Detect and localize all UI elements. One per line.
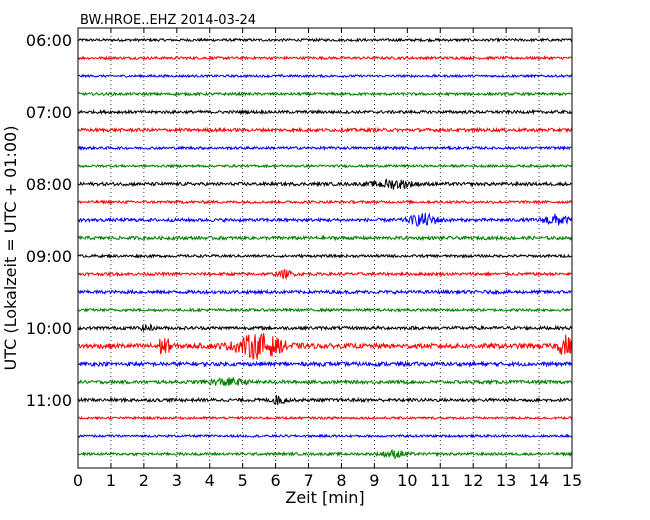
plot-frame — [77, 27, 573, 469]
x-tick-label: 3 — [172, 471, 182, 490]
trace-line — [77, 90, 573, 97]
trace-line — [77, 323, 573, 333]
trace-line — [77, 268, 573, 281]
x-tick-label: 2 — [139, 471, 149, 490]
y-tick-label: 10:00 — [26, 319, 72, 338]
trace-line — [77, 415, 573, 421]
y-tick-label: 07:00 — [26, 103, 72, 122]
trace-line — [77, 73, 573, 79]
x-axis-label: Zeit [min] — [285, 488, 364, 507]
x-tick-label: 11 — [430, 471, 450, 490]
trace-line — [77, 108, 573, 116]
x-tick-label: 5 — [238, 471, 248, 490]
y-tick-label: 06:00 — [26, 31, 72, 50]
y-axis: 06:00 07:00 08:00 09:00 10:00 11:00 — [26, 31, 72, 410]
x-tick-label: 9 — [369, 471, 379, 490]
trace-group — [77, 37, 573, 460]
trace-line — [78, 307, 573, 313]
x-tick-label: 12 — [463, 471, 483, 490]
x-tick-label: 13 — [496, 471, 516, 490]
trace-line — [77, 376, 573, 387]
vertical-grid — [110, 28, 540, 468]
trace-line — [77, 332, 573, 360]
trace-line — [77, 199, 573, 205]
trace-line — [77, 37, 573, 44]
y-tick-label: 08:00 — [26, 175, 72, 194]
x-tick-label: 15 — [562, 471, 582, 490]
x-tick-label: 10 — [397, 471, 417, 490]
x-tick-label: 1 — [106, 471, 116, 490]
x-tick-label: 4 — [205, 471, 215, 490]
x-tick-label: 14 — [529, 471, 549, 490]
trace-line — [77, 212, 573, 227]
trace-line — [77, 288, 573, 296]
x-tick-label: 7 — [303, 471, 313, 490]
x-tick-label: 0 — [73, 471, 83, 490]
x-axis: 0 1 2 3 4 5 6 7 8 9 10 11 12 13 14 15 — [73, 28, 582, 490]
trace-line — [77, 177, 573, 190]
trace-line — [77, 144, 573, 151]
x-tick-label: 8 — [336, 471, 346, 490]
y-tick-label: 11:00 — [26, 391, 72, 410]
y-axis-label: UTC (Lokalzeit = UTC + 01:00) — [1, 126, 20, 371]
trace-line — [77, 126, 573, 134]
x-tick-label: 6 — [271, 471, 281, 490]
chart-title: BW.HROE..EHZ 2014-03-24 — [80, 13, 256, 28]
y-tick-label: 09:00 — [26, 247, 72, 266]
trace-line — [77, 234, 573, 242]
trace-line — [77, 449, 573, 460]
trace-line — [77, 55, 573, 61]
trace-line — [77, 253, 573, 259]
trace-line — [77, 433, 573, 439]
trace-line — [77, 395, 573, 406]
trace-line — [77, 360, 573, 368]
trace-line — [77, 163, 573, 169]
